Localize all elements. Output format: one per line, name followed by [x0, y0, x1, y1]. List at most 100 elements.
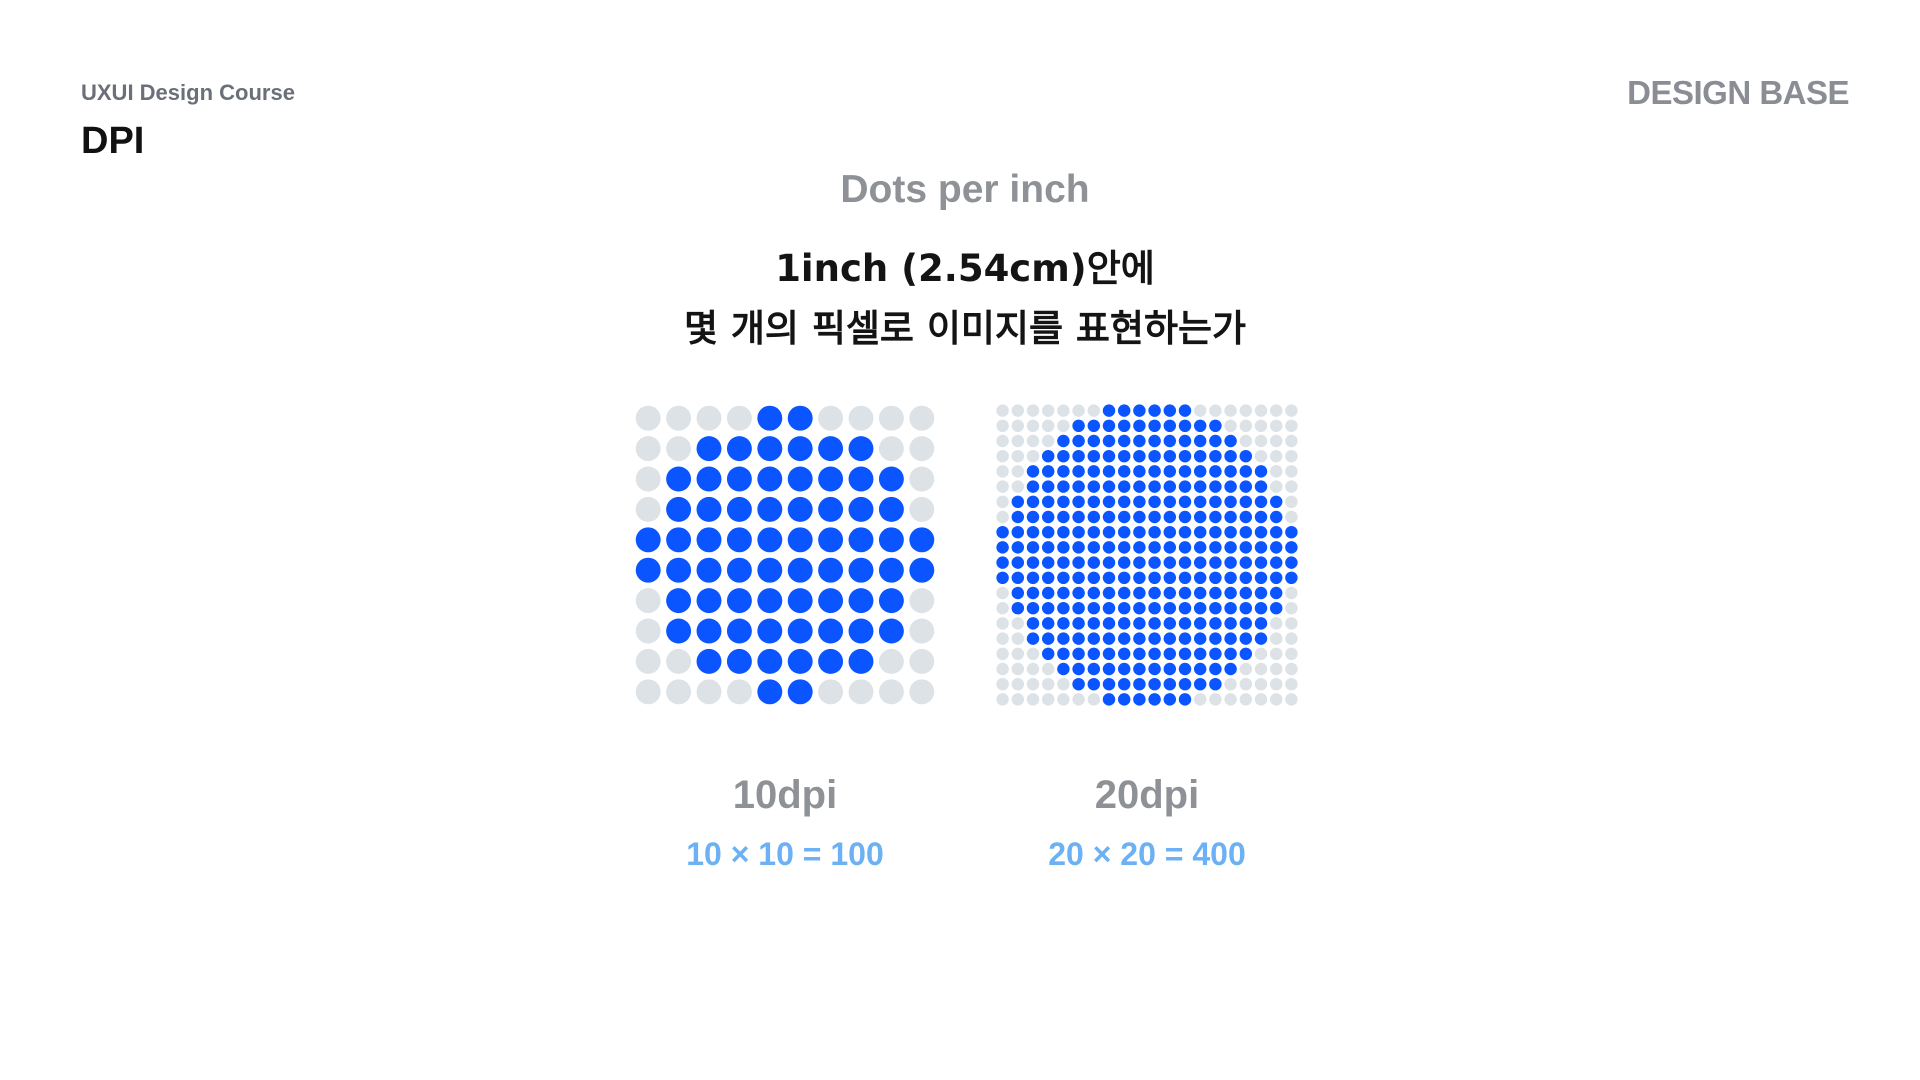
pixel-dot-filled	[1163, 662, 1177, 676]
pixel-dot-filled	[1254, 586, 1268, 600]
pixel-dot-empty	[1285, 480, 1298, 493]
pixel-dot-filled	[1041, 617, 1055, 630]
pixel-dot-filled	[1072, 480, 1085, 493]
pixel-dot-filled	[1117, 677, 1131, 691]
pixel-dot-empty	[635, 588, 661, 614]
pixel-dot-empty	[1254, 449, 1268, 463]
pixel-dot-empty	[1011, 419, 1025, 433]
pixel-dot-empty	[1224, 419, 1237, 433]
pixel-dot-filled	[1148, 571, 1161, 585]
pixel-dot-filled	[818, 588, 844, 614]
pixel-dot-filled	[1163, 571, 1177, 585]
pixel-dot-filled	[726, 527, 752, 553]
pixel-dot-filled	[1269, 541, 1283, 554]
heading-line-1: 1inch (2.54cm)안에	[775, 247, 1155, 290]
pixel-dot-filled	[1102, 449, 1116, 463]
pixel-dot-empty	[909, 466, 935, 492]
pixel-dot-filled	[1148, 495, 1161, 509]
pixel-dot-filled	[1148, 693, 1161, 706]
pixel-dot-filled	[1209, 677, 1222, 691]
pixel-dot-filled	[1224, 495, 1237, 509]
pixel-dot-filled	[696, 527, 722, 553]
pixel-dot-filled	[1148, 434, 1161, 448]
pixel-dot-empty	[1057, 419, 1070, 433]
subtitle: Dots per inch	[840, 168, 1090, 211]
pixel-dot-filled	[787, 496, 813, 522]
pixel-dot-empty	[909, 648, 935, 674]
pixel-dot-filled	[1041, 480, 1055, 493]
pixel-dot-filled	[1026, 601, 1040, 615]
pixel-dot-filled	[1148, 586, 1161, 600]
pixel-dot-empty	[996, 677, 1009, 691]
pixel-dot-filled	[1178, 556, 1192, 569]
pixel-dot-filled	[1224, 586, 1237, 600]
pixel-dot-filled	[818, 527, 844, 553]
pixel-dot-empty	[878, 436, 904, 462]
pixel-dot-filled	[1163, 693, 1177, 706]
pixel-dot-empty	[635, 466, 661, 492]
pixel-dot-filled	[787, 618, 813, 644]
pixel-dot-filled	[1239, 541, 1253, 554]
pixel-dot-empty	[1057, 677, 1070, 691]
pixel-dot-empty	[1057, 404, 1070, 417]
pixel-dot-empty	[1285, 495, 1298, 509]
pixel-dot-empty	[996, 404, 1009, 417]
pixel-dot-filled	[1087, 525, 1101, 539]
pixel-dot-filled	[1148, 541, 1161, 554]
pixel-dot-filled	[1133, 404, 1146, 417]
pixel-dot-empty	[996, 586, 1009, 600]
pixel-dot-empty	[1269, 419, 1283, 433]
pixel-dot-empty	[909, 405, 935, 431]
pixel-dot-filled	[1087, 632, 1101, 645]
pixel-dot-filled	[1209, 434, 1222, 448]
pixel-dot-empty	[909, 496, 935, 522]
pixel-dot-empty	[1011, 632, 1025, 645]
pixel-dot-filled	[1133, 510, 1146, 524]
pixel-dot-filled	[1254, 571, 1268, 585]
pixel-dot-empty	[1011, 449, 1025, 463]
pixel-dot-filled	[1072, 601, 1085, 615]
pixel-dot-filled	[757, 588, 783, 614]
pixel-dot-filled	[1209, 480, 1222, 493]
pixel-dot-empty	[1011, 677, 1025, 691]
pixel-dot-filled	[1102, 677, 1116, 691]
pixel-dot-filled	[1041, 525, 1055, 539]
pixel-dot-filled	[1178, 541, 1192, 554]
pixel-dot-filled	[1148, 556, 1161, 569]
pixel-dot-filled	[1224, 434, 1237, 448]
pixel-dot-filled	[1148, 662, 1161, 676]
pixel-dot-filled	[1254, 480, 1268, 493]
pixel-dot-filled	[1072, 465, 1085, 478]
pixel-dot-filled	[1087, 571, 1101, 585]
pixel-dot-filled	[787, 648, 813, 674]
pixel-dot-filled	[1178, 495, 1192, 509]
pixel-dot-filled	[1178, 601, 1192, 615]
pixel-dot-empty	[996, 434, 1009, 448]
pixel-dot-filled	[1072, 556, 1085, 569]
pixel-dot-empty	[848, 679, 874, 705]
pixel-dot-empty	[1254, 647, 1268, 661]
pixel-dot-filled	[1178, 693, 1192, 706]
pixel-dot-filled	[1026, 617, 1040, 630]
pixel-dot-filled	[1163, 541, 1177, 554]
pixel-dot-filled	[1026, 541, 1040, 554]
pixel-dot-filled	[1117, 465, 1131, 478]
pixel-dot-empty	[996, 495, 1009, 509]
pixel-dot-empty	[1072, 693, 1085, 706]
brand-logo: DESIGN BASE	[1627, 74, 1849, 111]
pixel-dot-filled	[1133, 449, 1146, 463]
pixel-dot-filled	[1057, 480, 1070, 493]
heading-line-2: 몇 개의 픽셀로 이미지를 표현하는가	[683, 307, 1247, 350]
pixel-dot-empty	[1239, 434, 1253, 448]
pixel-dot-filled	[1041, 449, 1055, 463]
pixel-dot-filled	[1087, 677, 1101, 691]
pixel-dot-empty	[996, 632, 1009, 645]
pixel-dot-filled	[1117, 525, 1131, 539]
pixel-dot-filled	[726, 557, 752, 583]
pixel-dot-filled	[1148, 601, 1161, 615]
pixel-dot-filled	[1239, 556, 1253, 569]
pixel-dot-filled	[1102, 571, 1116, 585]
pixel-dot-filled	[1102, 525, 1116, 539]
pixel-dot-empty	[635, 405, 661, 431]
pixel-dot-filled	[1254, 495, 1268, 509]
